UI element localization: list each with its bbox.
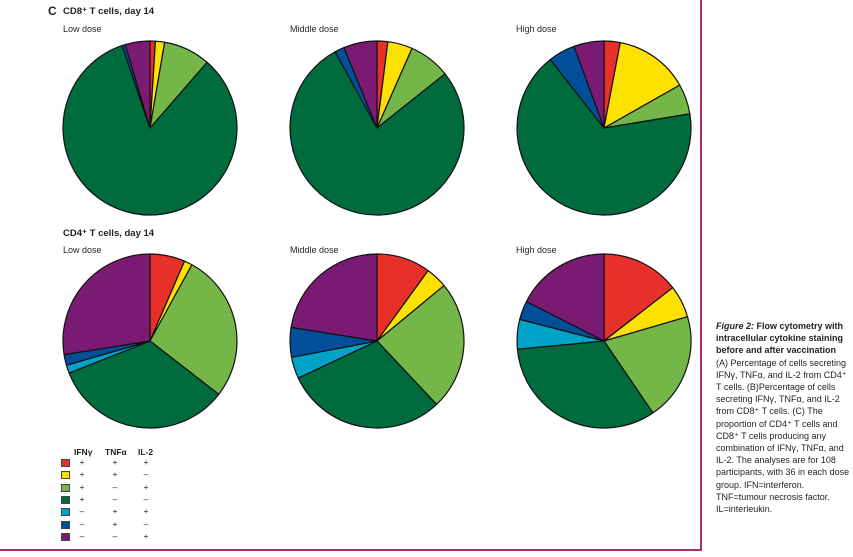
legend-sign-tnf: + <box>112 457 118 467</box>
pie-title-cd4-low: Low dose <box>63 245 102 255</box>
pie-slice-cd8-middle-ifn <box>289 51 465 216</box>
section-title-cd4: CD4⁺ T cells, day 14 <box>63 228 155 239</box>
pie-slice-cd4-low-ifn <box>68 340 220 429</box>
legend-swatch-ifn <box>61 495 70 504</box>
pie-slice-cd8-high-ifn <box>516 58 692 216</box>
pie-slice-cd8-high-il2 <box>573 40 605 129</box>
pie-slice-cd4-low-ifn-il2 <box>149 264 238 395</box>
caption-body: (A) Percentage of cells secreting IFNγ, … <box>716 357 850 515</box>
pie-slice-cd8-middle-il2 <box>343 40 378 129</box>
legend-swatch-ifn-tnf-il2 <box>61 459 70 467</box>
caption-figure-label: Figure 2: <box>716 321 755 331</box>
legend-header-ifn: IFNγ <box>74 447 93 457</box>
legend-swatch-tnf-il2 <box>61 508 70 517</box>
pie-slice-cd8-high-ifn-tnf <box>603 41 681 129</box>
pie-slice-cd4-middle-ifn-il2 <box>376 284 465 406</box>
legend-sign-tnf: + <box>112 469 118 480</box>
pie-slice-cd4-middle-ifn <box>297 340 438 429</box>
legend-swatch-ifn-il2 <box>61 483 70 492</box>
pie-slice-cd4-high-il2 <box>525 253 605 342</box>
legend-sign-tnf: – <box>112 493 118 504</box>
legend-sign-il2: – <box>143 518 149 529</box>
pie-title-cd8-middle: Middle dose <box>290 24 339 34</box>
legend-swatch-tnf <box>61 520 70 529</box>
pie-slice-cd8-low-il2 <box>124 40 151 129</box>
legend-sign-ifn: – <box>79 518 85 529</box>
legend-swatch-ifn-tnf <box>61 471 70 480</box>
caption-title-text: Flow cytometry with intracellular cytoki… <box>716 321 844 356</box>
legend-sign-ifn: + <box>79 481 85 492</box>
legend-sign-tnf: + <box>112 506 118 517</box>
panel-letter: C <box>48 4 57 18</box>
caption-title: Figure 2: Flow cytometry with intracellu… <box>716 320 850 357</box>
legend-sign-il2: – <box>143 493 149 504</box>
pie-slice-cd8-low-ifn <box>62 45 238 216</box>
legend-sign-tnf: – <box>112 530 118 541</box>
legend-sign-il2: + <box>143 457 149 467</box>
pie-slice-cd4-high-ifn-il2 <box>603 316 692 414</box>
pie-slice-cd4-high-ifn-tnf-il2 <box>603 253 674 342</box>
legend-sign-tnf: + <box>112 518 118 529</box>
legend-swatch-il2 <box>61 532 70 541</box>
legend-sign-il2: + <box>143 530 149 541</box>
section-title-cd8: CD8⁺ T cells, day 14 <box>63 6 155 17</box>
figure-caption: Figure 2: Flow cytometry with intracellu… <box>716 320 850 515</box>
figure-frame <box>0 0 702 551</box>
legend-sign-ifn: – <box>79 506 85 517</box>
pie-title-cd8-high: High dose <box>516 24 557 34</box>
legend-header-il2: IL-2 <box>138 447 154 457</box>
legend-sign-tnf: – <box>112 481 118 492</box>
pie-charts <box>62 40 692 429</box>
legend-sign-il2: + <box>143 506 149 517</box>
legend-sign-ifn: + <box>79 493 85 504</box>
legend-sign-il2: – <box>143 469 149 480</box>
legend-sign-ifn: + <box>79 457 85 467</box>
pie-title-cd4-high: High dose <box>516 245 557 255</box>
pie-title-cd8-low: Low dose <box>63 24 102 34</box>
pie-slice-cd4-middle-il2 <box>290 253 378 342</box>
legend-sign-ifn: + <box>79 469 85 480</box>
legend-sign-il2: + <box>143 481 149 492</box>
legend-sign-ifn: – <box>79 530 85 541</box>
legend-header-tnf: TNFα <box>105 447 127 457</box>
pie-slice-cd4-low-il2 <box>62 253 151 356</box>
pie-slice-cd4-high-ifn <box>516 340 654 429</box>
pie-title-cd4-middle: Middle dose <box>290 245 339 255</box>
